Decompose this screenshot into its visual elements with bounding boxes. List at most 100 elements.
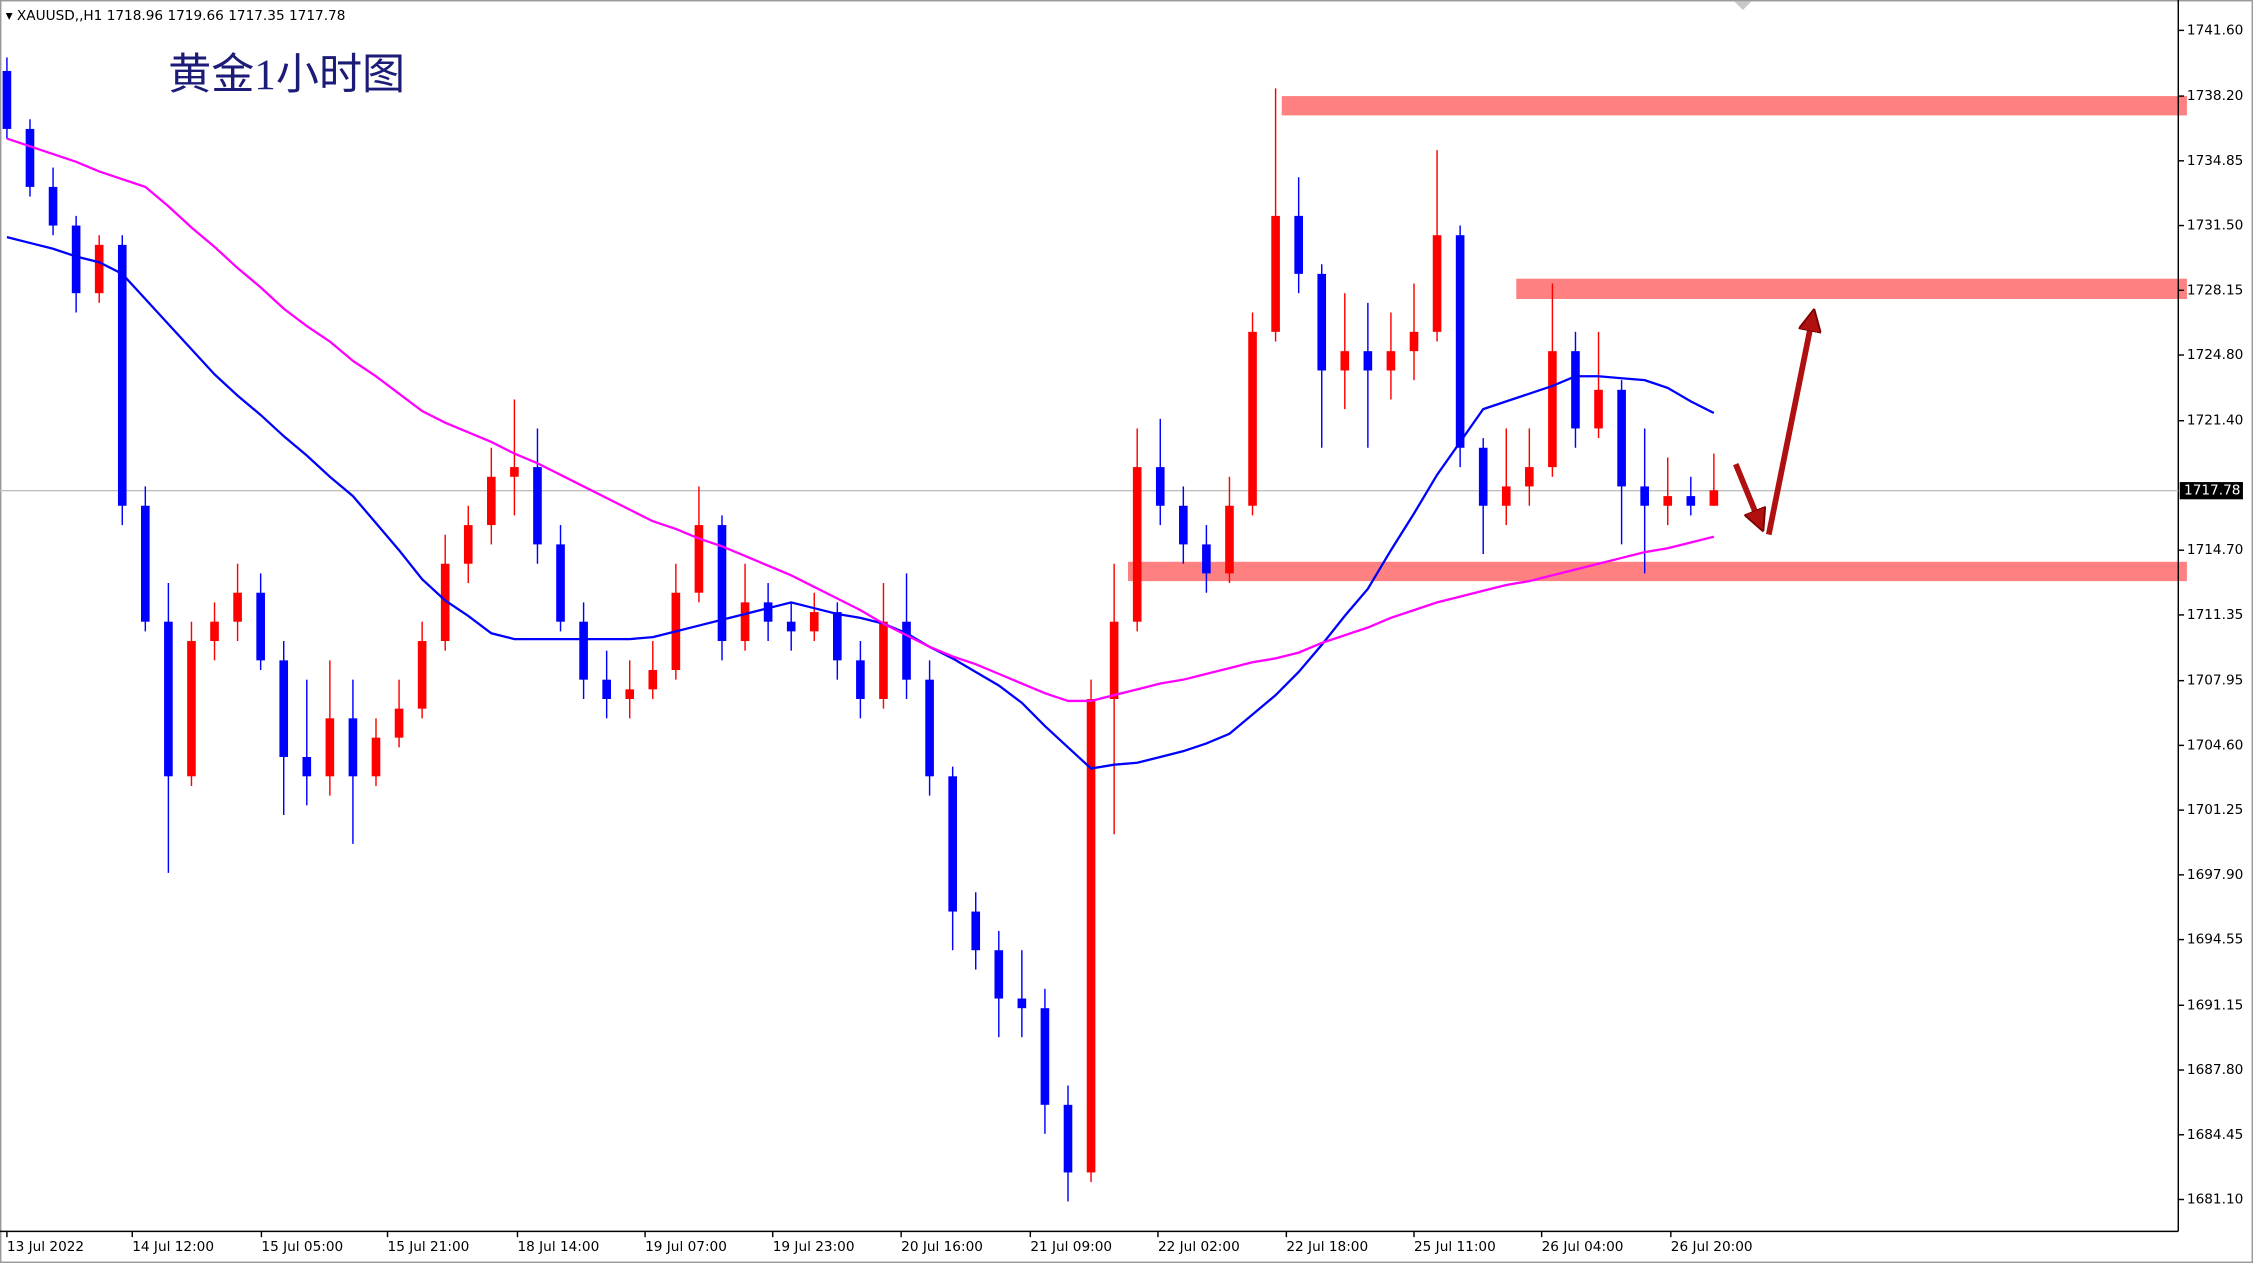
- candle-body: [48, 186, 58, 226]
- candle-body: [879, 621, 888, 700]
- candle-body: [94, 244, 104, 294]
- axes: [0, 0, 2179, 1233]
- candle-body: [210, 621, 219, 642]
- symbol: XAUUSD,,H1: [17, 8, 102, 24]
- candle-body: [394, 708, 404, 738]
- x-tick-label: 21 Jul 09:00: [1030, 1239, 1112, 1255]
- y-tick-label: 1687.80: [2187, 1062, 2243, 1078]
- candle-body: [2, 70, 12, 129]
- candle-body: [1548, 351, 1557, 468]
- arrow-down: [1733, 463, 1762, 527]
- candle-body: [1271, 215, 1280, 332]
- x-tick-label: 18 Jul 14:00: [517, 1239, 599, 1255]
- candle-body: [648, 670, 658, 690]
- candle-body: [25, 128, 35, 187]
- candle-body: [1363, 351, 1373, 371]
- candle-body: [694, 525, 704, 593]
- y-tick-label: 1694.55: [2187, 932, 2243, 948]
- y-tick-label: 1714.70: [2187, 542, 2243, 558]
- candle-body: [556, 544, 565, 622]
- price-zone: [1281, 96, 2187, 116]
- y-tick-label: 1701.25: [2187, 802, 2243, 818]
- header: ▾ XAUUSD,,H1 1718.96 1719.66 1717.35 171…: [6, 8, 346, 24]
- candle-body: [1040, 1008, 1050, 1105]
- y-tick-label: 1681.10: [2187, 1192, 2243, 1208]
- x-tick-label: 14 Jul 12:00: [132, 1239, 214, 1255]
- y-tick-label: 1697.90: [2187, 867, 2243, 883]
- zones: [1127, 96, 2187, 582]
- header-low: 1717.35: [228, 8, 284, 24]
- header-high: 1719.66: [167, 8, 223, 24]
- candle-body: [141, 505, 150, 622]
- last-price-label: 1717.78: [2184, 483, 2240, 499]
- arrow-up: [1765, 313, 1814, 536]
- candle-body: [325, 718, 335, 777]
- shift-marker: [1734, 1, 1752, 11]
- price-zone: [1127, 561, 2187, 582]
- candle-body: [1179, 505, 1188, 545]
- candle-body: [233, 592, 242, 622]
- x-tick-label: 13 Jul 2022: [7, 1239, 84, 1255]
- candle-body: [533, 467, 542, 545]
- y-tick-label: 1704.60: [2187, 737, 2243, 753]
- moving-average: [6, 236, 1715, 770]
- candle-body: [1386, 351, 1396, 371]
- x-tick-label: 19 Jul 07:00: [645, 1239, 727, 1255]
- x-tick-label: 22 Jul 18:00: [1286, 1239, 1368, 1255]
- candle-body: [440, 563, 450, 642]
- candle-body: [1155, 467, 1165, 506]
- candle-body: [1594, 389, 1603, 429]
- candle-body: [948, 776, 957, 912]
- candle-body: [1294, 215, 1303, 274]
- y-tick-label: 1691.15: [2187, 997, 2243, 1013]
- x-tick-label: 20 Jul 16:00: [901, 1239, 983, 1255]
- labels: 1741.60 1738.20 1734.85 1731.50 1728.15 1724.…: [6, 22, 2243, 1255]
- y-tick-label: 1711.35: [2187, 607, 2243, 623]
- candle-body: [1086, 699, 1096, 1173]
- candle-body: [164, 621, 173, 777]
- candle-body: [1501, 486, 1511, 506]
- candle-body: [279, 660, 289, 757]
- candle-body: [833, 612, 842, 661]
- candle-body: [417, 641, 427, 709]
- candle-body: [71, 225, 81, 294]
- candle-body: [1640, 486, 1649, 506]
- y-tick-label: 1728.15: [2187, 282, 2243, 298]
- y-tick-label: 1724.80: [2187, 347, 2243, 363]
- chart-title: 黄金1小时图: [168, 51, 405, 99]
- last-price-box: [2179, 482, 2243, 500]
- y-tick-label: 1731.50: [2187, 218, 2243, 234]
- candle-body: [487, 476, 496, 526]
- candle-body: [1432, 235, 1442, 332]
- candle-body: [302, 756, 312, 777]
- candle-body: [994, 950, 1004, 999]
- x-tick-label: 25 Jul 11:00: [1414, 1239, 1496, 1255]
- candle-body: [1225, 505, 1234, 574]
- candle-body: [1017, 998, 1027, 1009]
- candle-body: [1455, 235, 1465, 448]
- candle-body: [1409, 331, 1419, 352]
- candle-body: [256, 592, 265, 661]
- x-tick-label: 19 Jul 23:00: [773, 1239, 855, 1255]
- candle-body: [117, 244, 127, 506]
- candle-body: [371, 737, 381, 777]
- candle-body: [971, 911, 981, 951]
- candle-body: [187, 641, 196, 777]
- candle-body: [763, 602, 773, 622]
- candle-body: [602, 679, 611, 700]
- candle-body: [1617, 389, 1626, 487]
- header-close: 1717.78: [289, 8, 345, 24]
- moving-average: [6, 137, 1715, 703]
- y-tick-label: 1734.85: [2187, 153, 2243, 169]
- plot: [0, 57, 2179, 1202]
- candle-body: [1109, 621, 1119, 700]
- candle-body: [1478, 447, 1488, 506]
- candle-body: [902, 621, 911, 680]
- candle-body: [1063, 1104, 1073, 1173]
- candle-body: [1525, 467, 1534, 487]
- header-open: 1718.96: [107, 8, 163, 24]
- candle-body: [1317, 273, 1327, 371]
- x-tick-label: 26 Jul 20:00: [1671, 1239, 1753, 1255]
